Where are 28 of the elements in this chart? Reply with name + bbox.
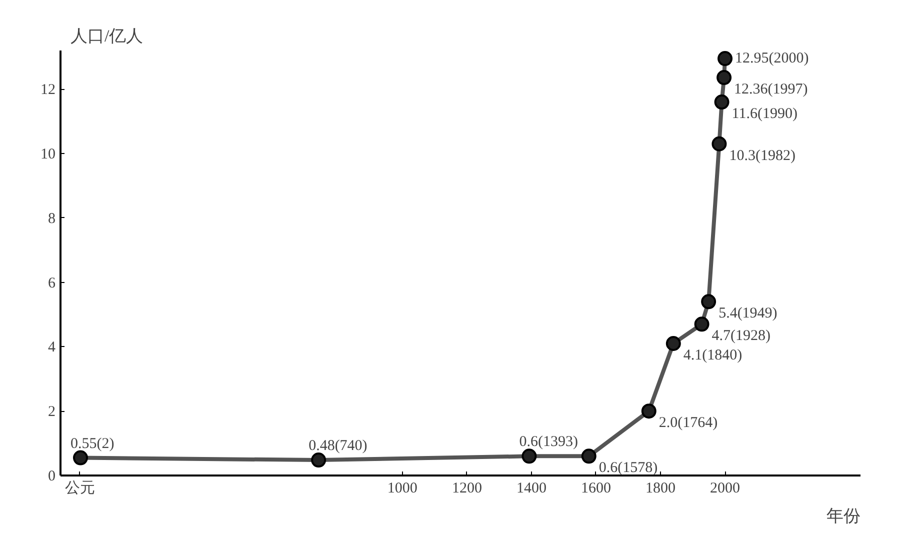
y-tick-label: 12	[40, 82, 56, 98]
data-label: 11.6(1990)	[732, 106, 798, 122]
y-tick-label: 2	[48, 404, 56, 420]
x-tick-label: 公元	[64, 480, 95, 496]
data-label: 12.36(1997)	[734, 82, 808, 98]
data-label: 0.6(1393)	[519, 434, 578, 450]
data-label: 2.0(1764)	[658, 415, 718, 432]
y-tick-label: 6	[48, 275, 56, 292]
y-axis-title: 人口/亿人	[70, 26, 144, 46]
x-axis-title: 年份	[826, 506, 860, 526]
data-label: 10.3(1982)	[729, 148, 796, 164]
data-label: 12.95(2000)	[735, 50, 809, 67]
y-tick-label: 4	[48, 340, 56, 356]
x-tick-label: 2000	[710, 480, 740, 496]
data-label: 4.7(1928)	[712, 328, 771, 344]
data-label: 0.55(2)	[70, 436, 114, 452]
y-tick-label: 10	[40, 146, 56, 163]
data-label: 4.1(1840)	[683, 347, 742, 364]
x-tick-label: 1200	[452, 480, 482, 496]
data-label: 5.4(1949)	[718, 306, 778, 322]
x-tick-label: 1400	[516, 480, 546, 496]
y-tick-label: 0	[48, 468, 56, 484]
y-tick-label: 8	[48, 210, 56, 227]
x-tick-label: 1000	[387, 480, 418, 496]
data-label: 0.6(1578)	[598, 460, 658, 476]
x-tick-label: 1800	[646, 480, 676, 496]
data-label: 0.48(740)	[308, 438, 368, 454]
x-tick-label: 1600	[580, 480, 611, 496]
